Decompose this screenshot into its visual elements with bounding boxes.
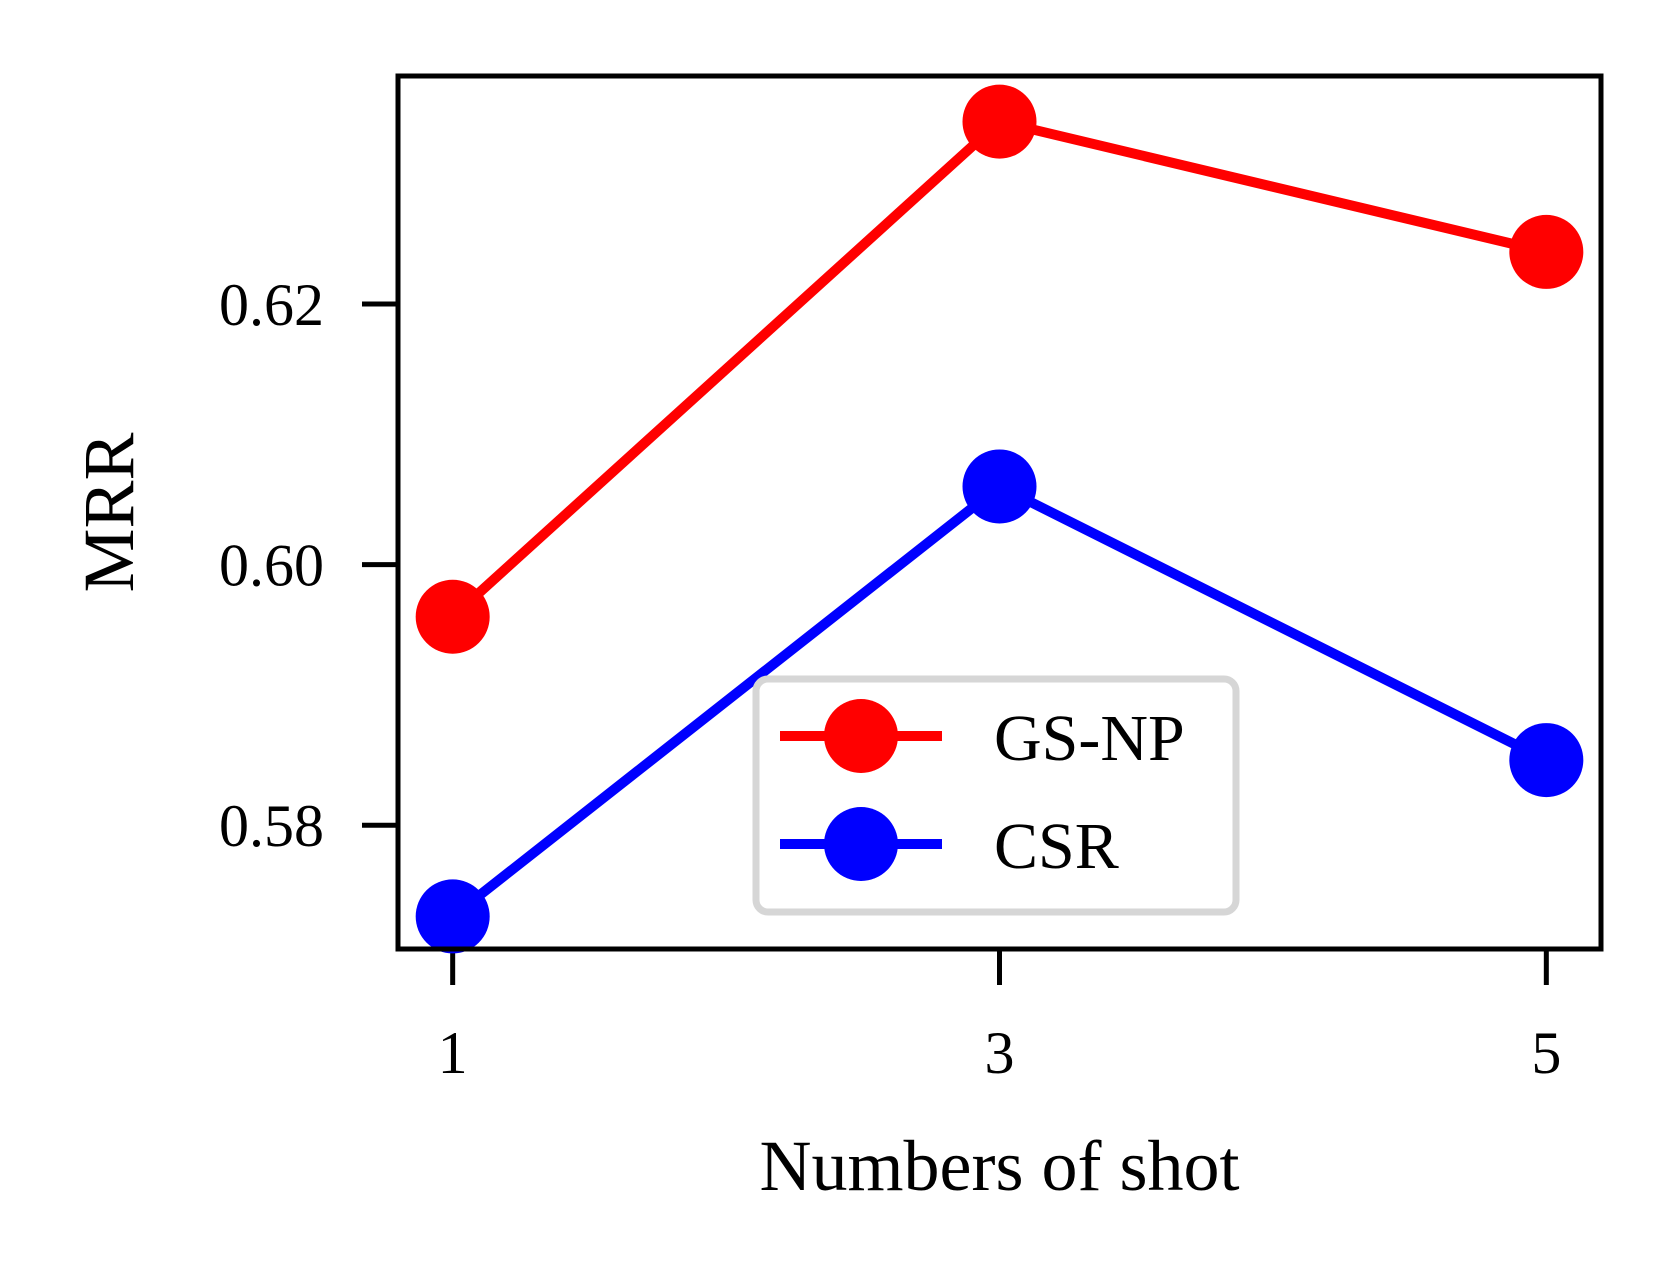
axis-ticks: 1 3 5 0.58 0.60 0.62 <box>219 272 1561 1086</box>
legend: GS-NP CSR <box>752 675 1240 916</box>
x-tick-label: 5 <box>1531 1020 1561 1086</box>
data-point <box>415 579 490 654</box>
y-tick-label: 0.62 <box>219 272 324 338</box>
y-tick-label: 0.58 <box>219 793 324 859</box>
y-axis-label: MRR <box>69 432 149 592</box>
legend-marker <box>824 699 898 773</box>
x-tick-label: 3 <box>985 1020 1015 1086</box>
y-tick-label: 0.60 <box>219 533 324 599</box>
x-axis-label: Numbers of shot <box>760 1126 1240 1206</box>
data-point <box>415 879 490 954</box>
legend-label: GS-NP <box>994 702 1185 775</box>
data-point <box>962 84 1037 159</box>
data-point <box>1509 214 1584 289</box>
data-point <box>1509 723 1584 798</box>
legend-label: CSR <box>994 810 1119 883</box>
plot-frame <box>395 73 1604 952</box>
series-markers <box>415 84 1584 954</box>
legend-marker <box>824 807 898 881</box>
series-line-0 <box>449 116 1548 621</box>
data-point <box>962 449 1037 524</box>
x-tick-label: 1 <box>438 1020 468 1086</box>
